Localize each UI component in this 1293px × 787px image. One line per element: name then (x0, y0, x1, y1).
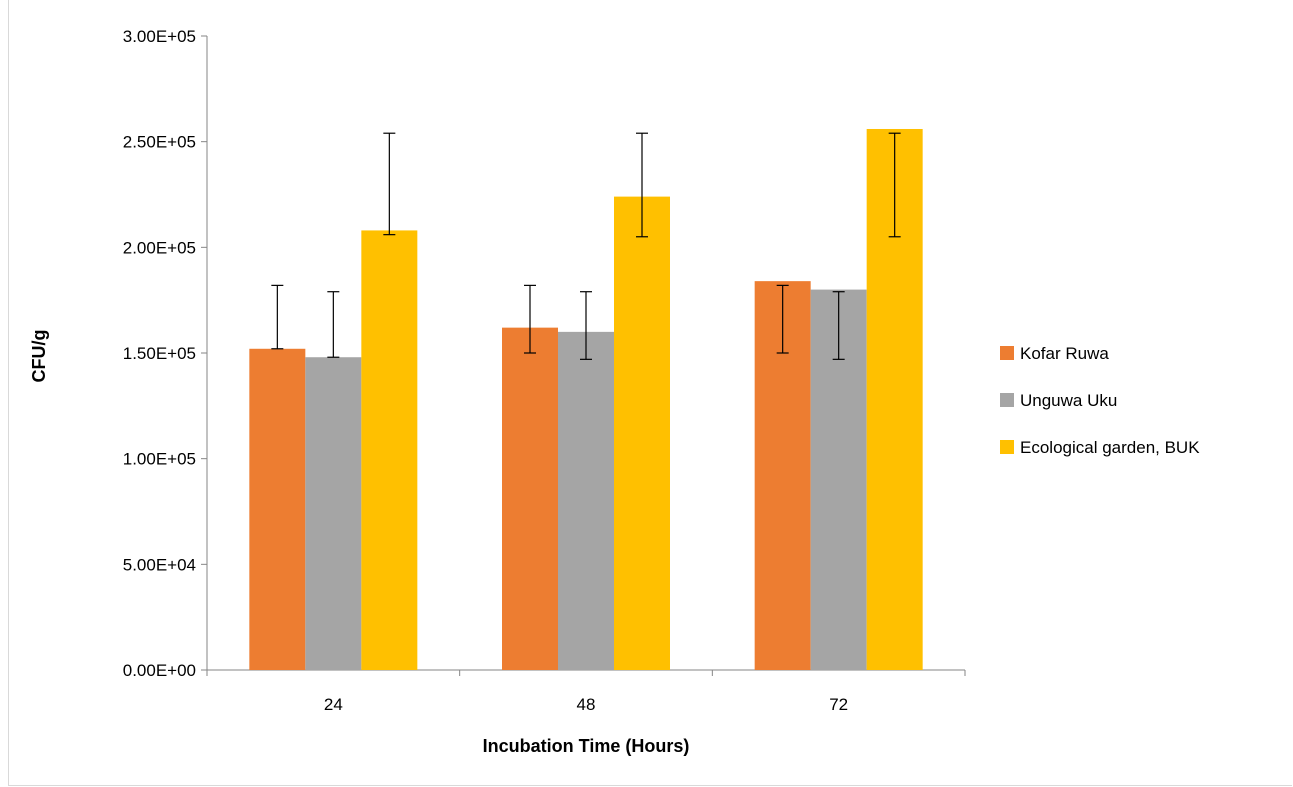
y-tick-label: 2.00E+05 (123, 238, 196, 257)
y-tick-label: 2.50E+05 (123, 133, 196, 152)
y-tick-label: 1.50E+05 (123, 344, 196, 363)
x-tick-label: 48 (577, 695, 596, 714)
x-tick-label: 72 (829, 695, 848, 714)
y-tick-label: 0.00E+00 (123, 661, 196, 680)
legend-label: Ecological garden, BUK (1020, 438, 1200, 457)
bar (305, 357, 362, 670)
chart-frame (8, 0, 1292, 786)
legend-label: Unguwa Uku (1020, 391, 1117, 410)
bar (361, 230, 418, 670)
x-axis-title: Incubation Time (Hours) (483, 736, 690, 756)
x-tick-label: 24 (324, 695, 343, 714)
legend-swatch (1000, 346, 1014, 360)
error-bars (271, 132, 901, 360)
legend: Kofar Ruwa Unguwa Uku Ecological garden, B… (1000, 344, 1200, 457)
y-tick-label: 3.00E+05 (123, 27, 196, 46)
bar (558, 331, 614, 670)
y-tick-label: 1.00E+05 (123, 450, 196, 469)
bars (249, 128, 923, 670)
legend-label: Kofar Ruwa (1020, 344, 1109, 363)
bar (614, 196, 670, 670)
y-axis-title: CFU/g (29, 330, 49, 383)
y-axis: 0.00E+00 5.00E+04 1.00E+05 1.50E+05 2.00E+05… (123, 27, 208, 680)
legend-swatch (1000, 440, 1014, 454)
y-tick-label: 5.00E+04 (123, 555, 196, 574)
legend-swatch (1000, 393, 1014, 407)
bar (249, 348, 306, 670)
bar (502, 327, 558, 670)
x-axis: 24 48 72 (206, 669, 966, 714)
